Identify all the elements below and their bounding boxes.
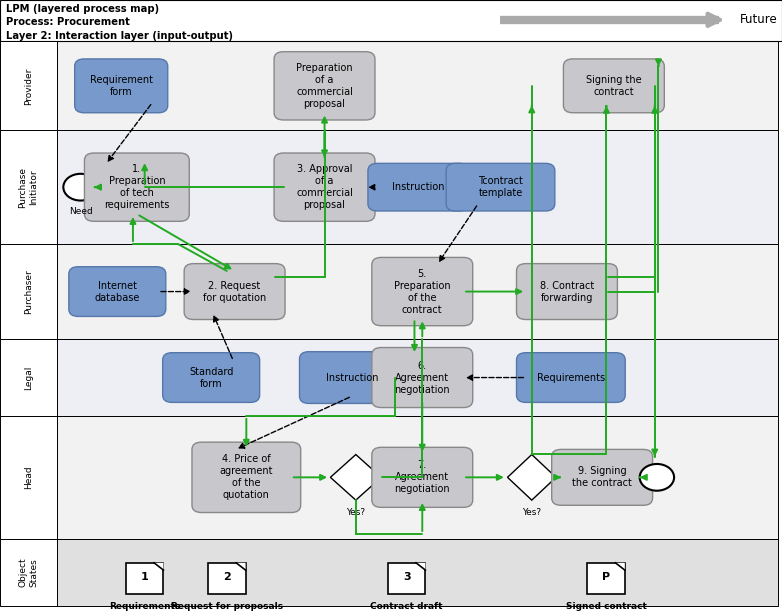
Text: Legal: Legal bbox=[24, 365, 33, 390]
Bar bbox=[126, 563, 163, 594]
FancyBboxPatch shape bbox=[84, 153, 189, 222]
Bar bbox=[0, 539, 57, 606]
Polygon shape bbox=[508, 455, 556, 500]
Text: 1: 1 bbox=[141, 572, 149, 582]
FancyBboxPatch shape bbox=[516, 264, 618, 319]
Bar bbox=[57, 539, 778, 606]
Bar bbox=[0, 339, 57, 416]
Text: Internet
database: Internet database bbox=[95, 280, 140, 302]
Circle shape bbox=[63, 174, 98, 201]
FancyBboxPatch shape bbox=[163, 353, 260, 403]
Text: 9. Signing
the contract: 9. Signing the contract bbox=[572, 466, 632, 488]
Text: Requirements: Requirements bbox=[536, 373, 605, 382]
Bar bbox=[208, 563, 246, 594]
Text: Contract draft: Contract draft bbox=[371, 602, 443, 611]
Polygon shape bbox=[330, 455, 382, 500]
Text: Signed contract: Signed contract bbox=[565, 602, 647, 611]
Text: Purchaser: Purchaser bbox=[24, 269, 33, 314]
Bar bbox=[0, 416, 57, 539]
Text: Tcontract
template: Tcontract template bbox=[478, 176, 523, 198]
Text: 2: 2 bbox=[223, 572, 231, 582]
Polygon shape bbox=[416, 563, 425, 570]
Text: Standard
form: Standard form bbox=[189, 367, 233, 389]
Text: Instruction: Instruction bbox=[392, 182, 445, 192]
Text: LPM (layered process map)
Process: Procurement
Layer 2: Interaction layer (input: LPM (layered process map) Process: Procu… bbox=[6, 4, 233, 41]
FancyBboxPatch shape bbox=[300, 352, 404, 403]
FancyBboxPatch shape bbox=[185, 264, 285, 319]
FancyBboxPatch shape bbox=[551, 449, 652, 506]
Text: 8. Contract
forwarding: 8. Contract forwarding bbox=[540, 280, 594, 302]
Text: Provider: Provider bbox=[24, 67, 33, 105]
Bar bbox=[0, 0, 782, 42]
Text: 4. Price of
agreement
of the
quotation: 4. Price of agreement of the quotation bbox=[220, 454, 273, 501]
Text: 3. Approval
of a
commercial
proposal: 3. Approval of a commercial proposal bbox=[296, 164, 353, 210]
FancyBboxPatch shape bbox=[446, 163, 555, 211]
Text: 1.
Preparation
of tech
requirements: 1. Preparation of tech requirements bbox=[104, 164, 170, 210]
FancyBboxPatch shape bbox=[372, 348, 472, 408]
Text: 6.
Agreement
negotiation: 6. Agreement negotiation bbox=[394, 360, 450, 395]
Text: Yes?: Yes? bbox=[522, 508, 541, 517]
Bar bbox=[0, 42, 57, 130]
Text: Requirements: Requirements bbox=[109, 602, 181, 611]
Text: 7.
Agreement
negotiation: 7. Agreement negotiation bbox=[394, 460, 450, 494]
FancyBboxPatch shape bbox=[563, 59, 665, 113]
FancyBboxPatch shape bbox=[372, 447, 472, 507]
FancyBboxPatch shape bbox=[368, 163, 469, 211]
Bar bbox=[57, 416, 778, 539]
Text: 3: 3 bbox=[403, 572, 411, 582]
Text: Future: Future bbox=[741, 13, 778, 26]
Text: Requirement
form: Requirement form bbox=[90, 75, 152, 97]
Polygon shape bbox=[154, 563, 163, 570]
Polygon shape bbox=[615, 563, 625, 570]
Text: Instruction: Instruction bbox=[325, 373, 378, 382]
FancyBboxPatch shape bbox=[192, 442, 300, 512]
Bar bbox=[0, 244, 57, 339]
FancyBboxPatch shape bbox=[75, 59, 167, 113]
Text: Head: Head bbox=[24, 466, 33, 489]
FancyBboxPatch shape bbox=[372, 258, 472, 326]
Text: Yes?: Yes? bbox=[346, 508, 365, 517]
Bar bbox=[57, 339, 778, 416]
Text: Preparation
of a
commercial
proposal: Preparation of a commercial proposal bbox=[296, 63, 353, 109]
FancyBboxPatch shape bbox=[69, 267, 166, 316]
Text: 5.
Preparation
of the
contract: 5. Preparation of the contract bbox=[394, 269, 450, 315]
Text: Purchase
Initiator: Purchase Initiator bbox=[19, 166, 38, 207]
Text: Request for proposals: Request for proposals bbox=[170, 602, 283, 611]
Bar bbox=[57, 244, 778, 339]
Bar bbox=[587, 563, 625, 594]
FancyBboxPatch shape bbox=[274, 51, 375, 120]
Circle shape bbox=[640, 464, 674, 491]
Bar bbox=[0, 130, 57, 244]
Text: P: P bbox=[602, 572, 610, 582]
Text: Signing the
contract: Signing the contract bbox=[586, 75, 642, 97]
Text: Need: Need bbox=[69, 207, 92, 216]
Text: 2. Request
for quotation: 2. Request for quotation bbox=[203, 280, 266, 302]
Bar bbox=[57, 130, 778, 244]
Bar bbox=[57, 42, 778, 130]
Polygon shape bbox=[236, 563, 246, 570]
FancyBboxPatch shape bbox=[274, 153, 375, 222]
FancyBboxPatch shape bbox=[516, 353, 626, 403]
Text: Object
States: Object States bbox=[19, 558, 38, 588]
Bar bbox=[388, 563, 425, 594]
